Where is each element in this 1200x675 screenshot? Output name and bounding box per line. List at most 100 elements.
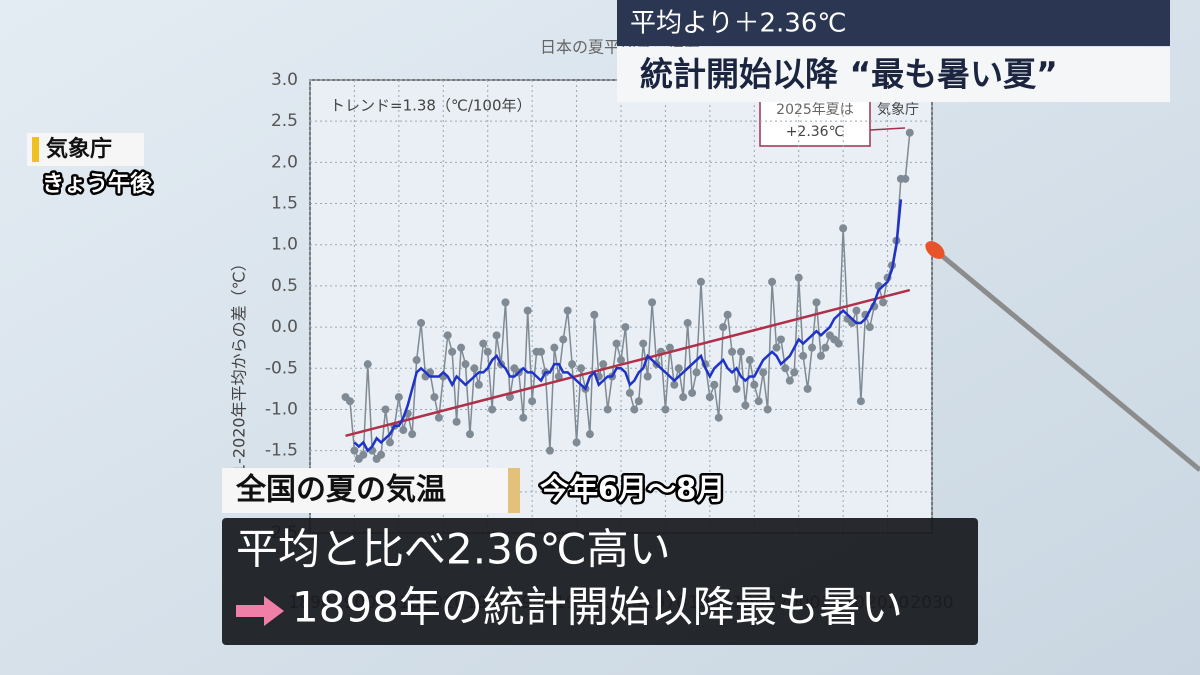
data-point [852, 306, 861, 315]
data-point [692, 368, 701, 377]
data-point [452, 417, 461, 426]
data-point [754, 397, 763, 406]
data-point [585, 430, 594, 439]
data-point [577, 364, 586, 373]
data-point [803, 384, 812, 393]
callout-line: 2025年夏は [776, 102, 854, 118]
data-point [839, 224, 848, 233]
topic: 全国の夏の気温 [235, 473, 446, 508]
data-point [501, 298, 510, 307]
data-point [381, 405, 390, 414]
data-point [412, 356, 421, 365]
source-accent [32, 137, 39, 162]
data-point [559, 335, 568, 344]
running-mean-line [353, 199, 903, 453]
data-point [479, 339, 488, 348]
y-tick-label: 1.5 [271, 194, 298, 214]
data-point [621, 323, 630, 332]
data-point [794, 273, 803, 282]
data-point [603, 405, 612, 414]
data-point [719, 323, 728, 332]
y-tick-label: -1.0 [265, 399, 298, 419]
data-point [901, 174, 910, 183]
data-point [625, 388, 634, 397]
data-point [568, 360, 577, 369]
y-tick-label: 2.5 [271, 111, 298, 131]
y-tick-label: 1.0 [271, 235, 298, 255]
data-point [710, 380, 719, 389]
data-point [483, 347, 492, 356]
data-point [430, 393, 439, 402]
data-point [443, 331, 452, 340]
data-point [723, 310, 732, 319]
data-point [905, 128, 914, 137]
trend-annotation: トレンド=1.38（℃/100年） [330, 97, 532, 115]
arrow-icon [236, 596, 284, 626]
data-point [670, 380, 679, 389]
period: 今年6月～8月 [540, 472, 725, 506]
data-point [639, 339, 648, 348]
data-point [790, 368, 799, 377]
data-point [377, 450, 386, 459]
data-point [728, 347, 737, 356]
data-point [759, 368, 768, 377]
topic-box [222, 468, 520, 513]
y-tick-label: 0.5 [271, 276, 298, 296]
headline-top-box [617, 0, 1170, 46]
y-tick-label: 3.0 [271, 70, 298, 90]
data-point [434, 413, 443, 422]
trend-line [345, 288, 911, 438]
data-point [492, 331, 501, 340]
pointer-rod [933, 248, 1200, 472]
data-point [643, 372, 652, 381]
headline-main-box [617, 47, 1170, 102]
data-point [834, 339, 843, 348]
data-point [781, 364, 790, 373]
data-point [856, 397, 865, 406]
data-point [630, 405, 639, 414]
data-point [772, 343, 781, 352]
data-point [683, 318, 692, 327]
data-point [359, 450, 368, 459]
data-point [648, 298, 657, 307]
data-point [665, 343, 674, 352]
data-point [488, 405, 497, 414]
data-point [363, 360, 372, 369]
y-tick-label: -1.5 [265, 441, 298, 461]
data-point [612, 339, 621, 348]
data-point [812, 298, 821, 307]
data-point [696, 277, 705, 286]
data-point [448, 347, 457, 356]
data-point [688, 388, 697, 397]
data-point [617, 356, 625, 365]
data-point [768, 277, 777, 286]
data-point [545, 446, 554, 455]
data-point [661, 405, 670, 414]
data-point [750, 380, 759, 389]
callout-pointer [869, 127, 906, 131]
y-tick-label: -0.5 [265, 358, 298, 378]
data-point [554, 372, 563, 381]
data-point [417, 318, 426, 327]
y-tick-label: 0.0 [271, 317, 298, 337]
data-point [563, 306, 572, 315]
data-point [461, 360, 470, 369]
callout-line: +2.36℃ [786, 124, 845, 140]
caption: 平均と比べ2.36℃高い [236, 525, 671, 574]
source-box [27, 133, 144, 166]
data-point [528, 397, 537, 406]
data-point [599, 360, 608, 369]
source-label: 気象庁 [46, 136, 112, 162]
data-point [674, 364, 683, 373]
headline-main: 統計開始以降 “最も暑い夏” [640, 55, 1058, 94]
data-point [572, 438, 581, 447]
data-point [350, 446, 359, 455]
data-point [345, 397, 354, 406]
data-point [394, 393, 403, 402]
data-point [408, 430, 417, 439]
y-axis-label: 1991-2020年平均からの差（℃） [230, 255, 249, 504]
pointer-tip [925, 241, 945, 259]
data-point [474, 380, 483, 389]
headline-top: 平均より＋2.36℃ [630, 9, 847, 39]
